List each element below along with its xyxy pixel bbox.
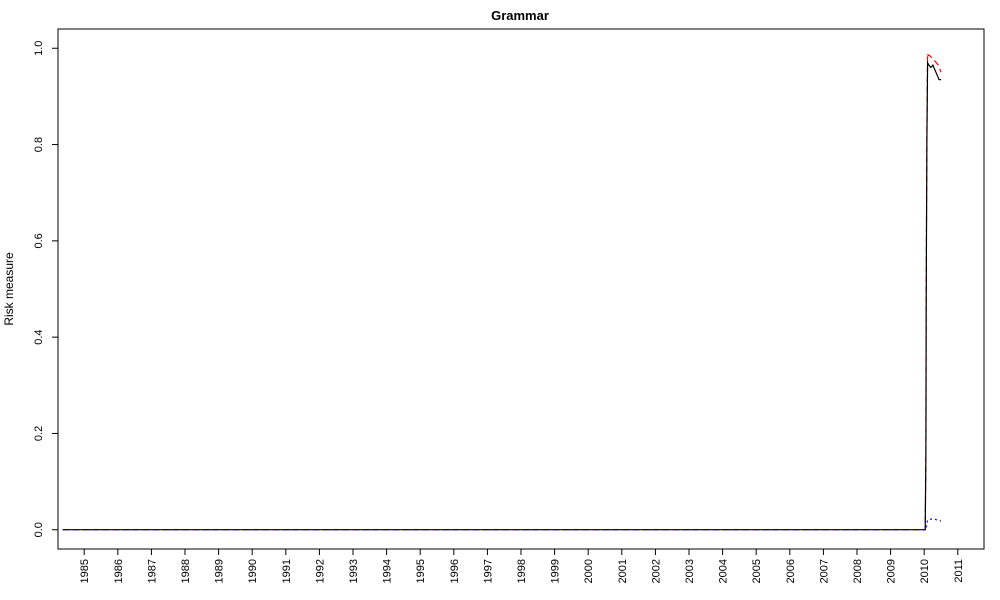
series-line-dotted (62, 518, 942, 531)
y-tick-label: 0.0 (33, 522, 45, 537)
x-tick-label: 2006 (785, 559, 797, 583)
series-line-dashed (62, 52, 942, 531)
x-tick-label: 2000 (583, 559, 595, 583)
x-tick-label: 1997 (482, 559, 494, 583)
x-tick-label: 1998 (516, 559, 528, 583)
y-tick-label: 0.2 (33, 426, 45, 441)
plot-frame (57, 28, 985, 550)
x-tick-label: 2010 (919, 559, 931, 583)
x-tick-label: 1992 (314, 559, 326, 583)
x-tick-label: 2009 (886, 559, 898, 583)
x-tick-label: 1985 (79, 559, 91, 583)
y-tick-label: 0.8 (33, 137, 45, 152)
x-tick-label: 2001 (617, 559, 629, 583)
x-tick-label: 1995 (415, 559, 427, 583)
x-tick-label: 2005 (751, 559, 763, 583)
chart-title: Grammar (491, 8, 549, 23)
y-axis-label: Risk measure (2, 252, 16, 326)
x-tick-label: 1989 (214, 559, 226, 583)
y-tick-label: 0.6 (33, 233, 45, 248)
x-tick-label: 2007 (818, 559, 830, 583)
x-tick-label: 1986 (113, 559, 125, 583)
x-tick-label: 2002 (650, 559, 662, 583)
x-tick-label: 1988 (180, 559, 192, 583)
x-tick-label: 1994 (382, 559, 394, 583)
series-line-solid (62, 60, 941, 531)
y-axis: 0.0 0.2 0.4 0.6 0.8 1.0 (33, 41, 58, 537)
x-tick-label: 1991 (281, 559, 293, 583)
x-tick-label: 1990 (247, 559, 259, 583)
y-tick-label: 0.4 (33, 329, 45, 344)
x-tick-label: 1993 (348, 559, 360, 583)
x-tick-label: 1987 (146, 559, 158, 583)
series-layer (62, 52, 942, 531)
x-axis: 1985 1986 1987 1988 1989 1990 1991 1992 1993 1994… (79, 549, 965, 583)
x-tick-label: 2008 (852, 559, 864, 583)
x-tick-label: 1996 (449, 559, 461, 583)
x-tick-label: 2004 (718, 559, 730, 583)
x-tick-label: 2011 (953, 559, 965, 583)
x-tick-label: 1999 (550, 559, 562, 583)
x-tick-label: 2003 (684, 559, 696, 583)
y-tick-label: 1.0 (33, 41, 45, 56)
